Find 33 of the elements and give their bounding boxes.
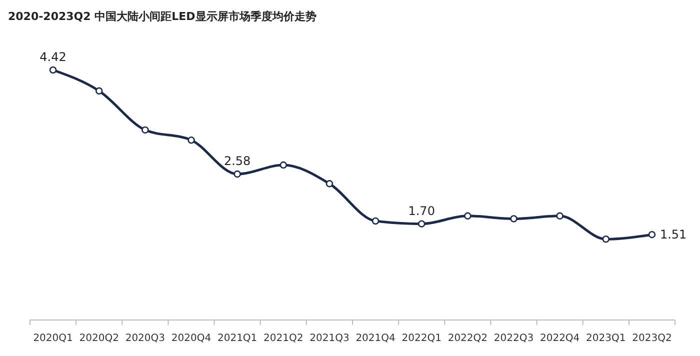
data-label: 1.70 xyxy=(408,204,435,218)
x-tick-label: 2022Q2 xyxy=(448,333,488,344)
x-tick-label: 2021Q1 xyxy=(217,333,258,344)
point xyxy=(510,215,518,222)
point xyxy=(142,126,149,134)
x-tick-label: 2020Q2 xyxy=(79,333,119,344)
x-tick-label: 2021Q2 xyxy=(264,333,304,344)
x-tick-label: 2023Q1 xyxy=(586,333,626,344)
point xyxy=(234,170,241,178)
x-tick-label: 2023Q2 xyxy=(632,333,672,344)
x-tick-label: 2021Q4 xyxy=(356,333,396,344)
data-label: 2.58 xyxy=(224,154,251,168)
x-tick-label: 2022Q4 xyxy=(540,333,580,344)
x-tick-label: 2020Q1 xyxy=(33,333,73,344)
x-tick-label: 2020Q4 xyxy=(171,333,212,344)
x-tick-label: 2022Q1 xyxy=(402,333,442,344)
point xyxy=(95,87,103,95)
point xyxy=(464,212,472,220)
point xyxy=(372,217,380,225)
x-tick-label: 2022Q3 xyxy=(494,333,534,344)
point xyxy=(326,180,334,188)
point xyxy=(602,235,610,243)
point xyxy=(556,212,564,220)
x-tick-label: 2021Q3 xyxy=(310,333,350,344)
point xyxy=(648,230,656,238)
point xyxy=(280,161,288,169)
data-label: 4.42 xyxy=(40,50,66,64)
chart-title: 2020-2023Q2 中国大陆小间距LED显示屏市场季度均价走势 xyxy=(8,10,316,23)
point xyxy=(49,66,57,74)
x-tick-label: 2020Q3 xyxy=(125,333,166,344)
point xyxy=(188,136,195,144)
point xyxy=(418,220,426,228)
data-label: 1.51 xyxy=(660,228,687,242)
